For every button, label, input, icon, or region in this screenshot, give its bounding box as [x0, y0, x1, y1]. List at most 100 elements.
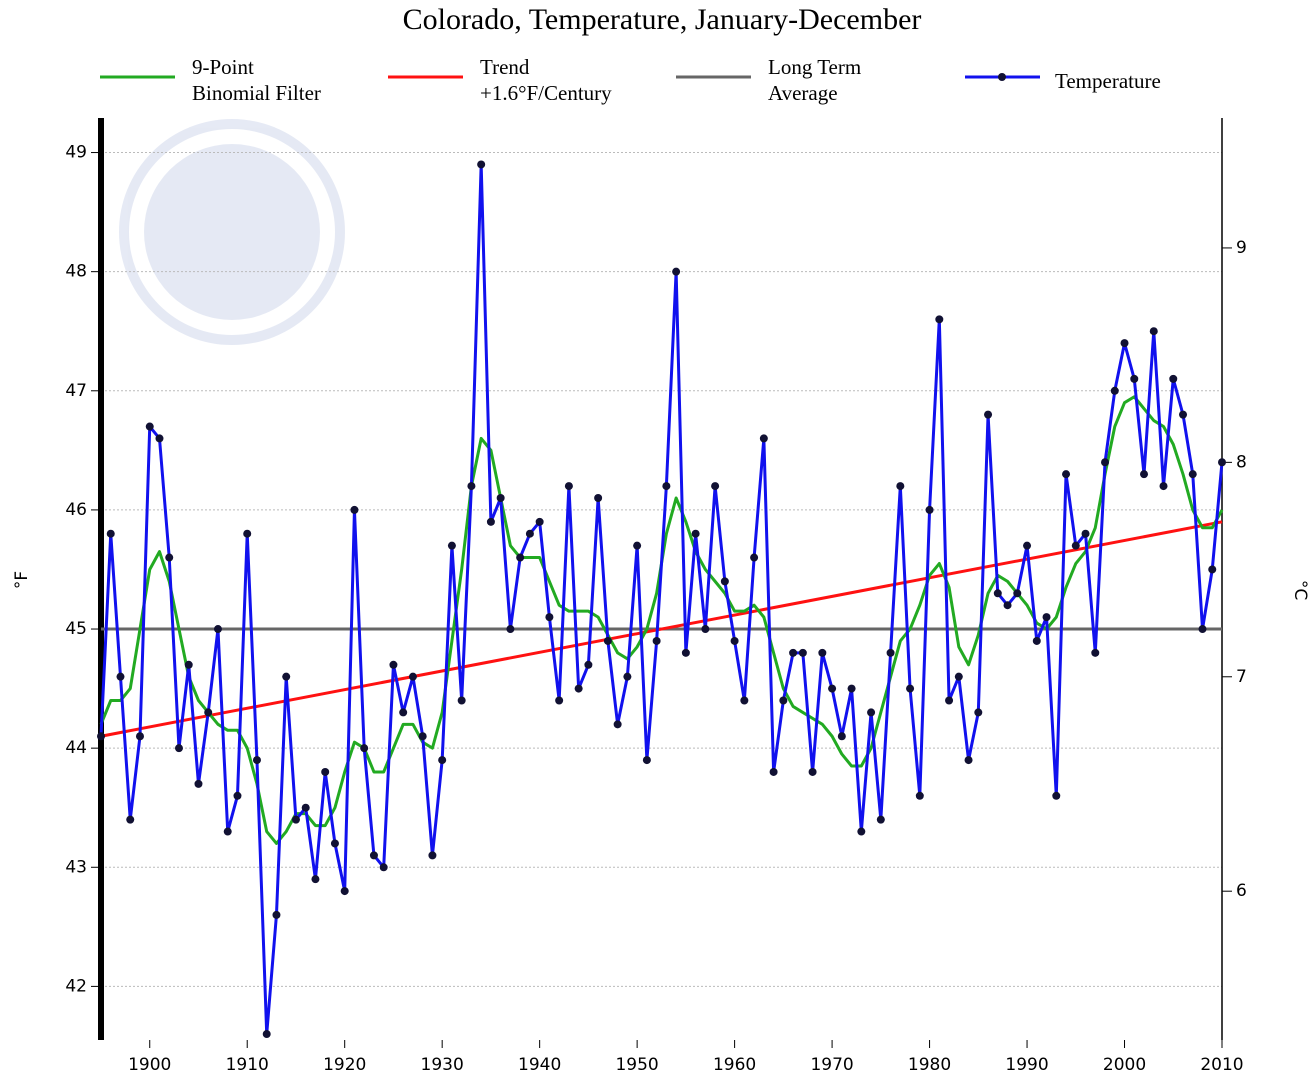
- data-point: [954, 672, 963, 681]
- x-tick-label: 1950: [615, 1055, 658, 1075]
- data-point: [213, 625, 222, 634]
- data-point: [116, 672, 125, 681]
- data-point: [574, 684, 583, 693]
- data-point: [1042, 613, 1051, 622]
- data-point: [1110, 386, 1119, 395]
- data-point: [194, 779, 203, 788]
- x-tick-label: 1980: [908, 1055, 951, 1075]
- legend-marker: [998, 73, 1006, 81]
- data-point: [1062, 470, 1071, 479]
- watermark: [119, 119, 345, 345]
- data-point: [945, 696, 954, 705]
- data-point: [613, 720, 622, 729]
- data-point: [1179, 410, 1188, 419]
- data-point: [740, 696, 749, 705]
- data-point: [886, 648, 895, 657]
- x-tick-label: 1920: [323, 1055, 366, 1075]
- data-point: [1013, 589, 1022, 598]
- data-point: [291, 815, 300, 824]
- data-point: [1140, 470, 1149, 479]
- x-tick-label: 2000: [1103, 1055, 1146, 1075]
- data-point: [779, 696, 788, 705]
- data-point: [876, 815, 885, 824]
- y2-axis-label: °C: [1290, 580, 1310, 600]
- data-point: [1101, 458, 1110, 467]
- data-point: [925, 505, 934, 514]
- data-point: [447, 541, 456, 550]
- x-tick-label: 1910: [226, 1055, 269, 1075]
- data-point: [252, 756, 261, 765]
- data-point: [584, 660, 593, 669]
- y-tick-label: 46: [65, 500, 87, 520]
- data-point: [818, 648, 827, 657]
- data-point: [1120, 339, 1129, 348]
- data-point: [789, 648, 798, 657]
- y2-tick-label: 8: [1236, 452, 1247, 472]
- y-tick-label: 45: [65, 619, 87, 639]
- data-point: [857, 827, 866, 836]
- y2-tick-label: 9: [1236, 238, 1247, 258]
- data-point: [340, 887, 349, 896]
- y-axis-label: °F: [12, 571, 32, 589]
- data-point: [633, 541, 642, 550]
- x-tick-label: 1930: [421, 1055, 464, 1075]
- data-point: [525, 529, 534, 538]
- data-point: [301, 803, 310, 812]
- data-point: [428, 851, 437, 860]
- data-point: [272, 910, 281, 919]
- y-tick-label: 47: [65, 381, 87, 401]
- data-point: [486, 517, 495, 526]
- y-tick-label: 43: [65, 857, 87, 877]
- data-point: [418, 732, 427, 741]
- data-point: [711, 482, 720, 491]
- y2-tick-label: 7: [1236, 667, 1247, 687]
- data-point: [145, 422, 154, 431]
- data-point: [1052, 791, 1061, 800]
- data-point: [935, 315, 944, 324]
- data-point: [1130, 374, 1139, 383]
- data-point: [243, 529, 252, 538]
- data-point: [204, 708, 213, 717]
- data-point: [369, 851, 378, 860]
- legend-label: Binomial Filter: [192, 81, 321, 105]
- series-line: [99, 162, 1224, 1036]
- data-point: [174, 744, 183, 753]
- data-point: [720, 577, 729, 586]
- data-point: [672, 267, 681, 276]
- data-point: [564, 482, 573, 491]
- legend-label: +1.6°F/Century: [480, 81, 612, 105]
- data-point: [311, 875, 320, 884]
- data-point: [155, 434, 164, 443]
- data-point: [623, 672, 632, 681]
- y2-tick-label: 6: [1236, 881, 1247, 901]
- data-point: [389, 660, 398, 669]
- data-point: [964, 756, 973, 765]
- x-tick-label: 1990: [1005, 1055, 1048, 1075]
- data-point: [652, 636, 661, 645]
- data-point: [1159, 482, 1168, 491]
- data-point: [165, 553, 174, 562]
- data-point: [681, 648, 690, 657]
- data-point: [408, 672, 417, 681]
- y-tick-label: 48: [65, 262, 87, 282]
- data-point: [1149, 327, 1158, 336]
- data-point: [1091, 648, 1100, 657]
- data-point: [594, 493, 603, 502]
- data-point: [350, 505, 359, 514]
- data-point: [477, 160, 486, 169]
- data-point: [126, 815, 135, 824]
- data-point: [837, 732, 846, 741]
- data-point: [1169, 374, 1178, 383]
- legend-label: Average: [768, 81, 838, 105]
- data-point: [516, 553, 525, 562]
- data-point: [535, 517, 544, 526]
- data-point: [701, 625, 710, 634]
- data-point: [896, 482, 905, 491]
- data-point: [759, 434, 768, 443]
- data-point: [1081, 529, 1090, 538]
- data-point: [769, 767, 778, 776]
- data-point: [545, 613, 554, 622]
- data-point: [915, 791, 924, 800]
